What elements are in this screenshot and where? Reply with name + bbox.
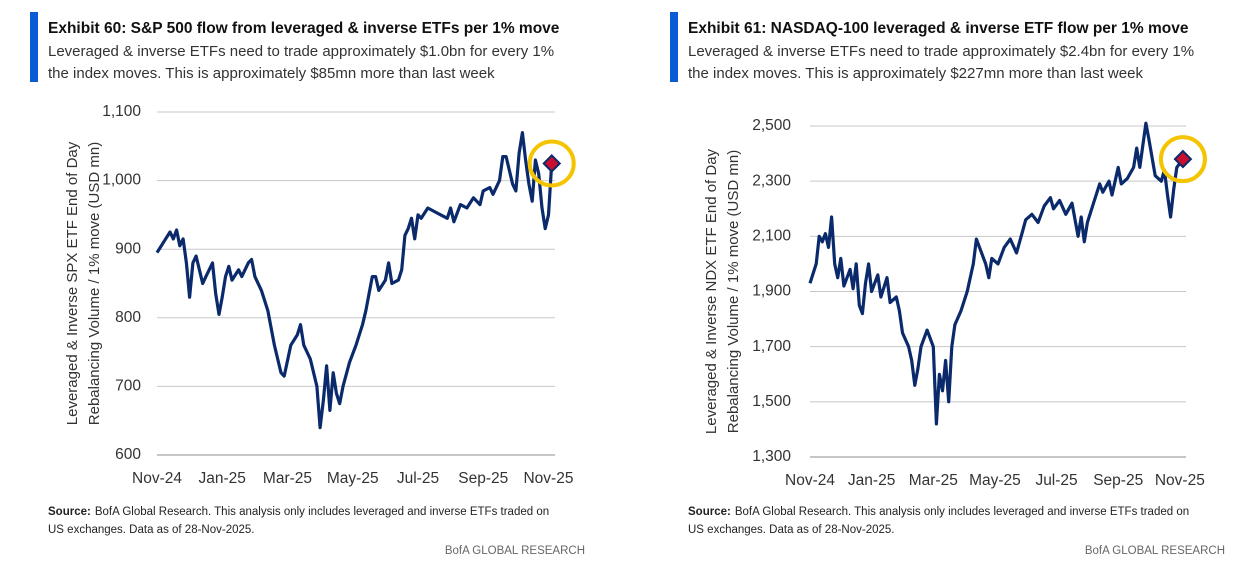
title-accent-bar [670, 12, 678, 82]
y-tick-label: 600 [115, 446, 141, 463]
y-axis-label: Rebalancing Volume / 1% move (USD mn) [86, 142, 103, 425]
source-note: Source: BofA Global Research. This analys… [688, 506, 1189, 518]
y-axis-label: Rebalancing Volume / 1% move (USD mn) [725, 150, 742, 433]
x-tick-label: Jul-25 [1035, 472, 1077, 489]
highlight-ring [1158, 135, 1207, 184]
y-tick-label: 800 [115, 309, 141, 326]
source-note: US exchanges. Data as of 28-Nov-2025. [688, 524, 894, 536]
y-tick-label: 2,300 [752, 172, 791, 189]
chart-title: Exhibit 60: S&P 500 flow from leveraged … [48, 20, 560, 37]
chart-subtitle: the index moves. This is approximately $… [48, 65, 495, 82]
chart-subtitle: the index moves. This is approximately $… [688, 65, 1143, 82]
x-tick-label: Nov-24 [785, 472, 835, 489]
footer-brand: BofA GLOBAL RESEARCH [445, 545, 585, 557]
y-tick-label: 1,900 [752, 283, 791, 300]
y-tick-label: 1,300 [752, 448, 791, 465]
footer-brand: BofA GLOBAL RESEARCH [1085, 545, 1225, 557]
x-tick-label: Sep-25 [458, 470, 508, 487]
x-tick-label: Mar-25 [909, 472, 958, 489]
x-tick-label: Jan-25 [848, 472, 895, 489]
last-value-marker [1173, 149, 1193, 169]
y-tick-label: 900 [115, 240, 141, 257]
source-note: US exchanges. Data as of 28-Nov-2025. [48, 524, 254, 536]
y-tick-label: 1,100 [102, 103, 141, 120]
chart-subtitle: Leveraged & inverse ETFs need to trade a… [48, 43, 554, 60]
chart-title: Exhibit 61: NASDAQ-100 leveraged & inver… [688, 20, 1189, 37]
title-accent-bar [30, 12, 38, 82]
data-line [808, 121, 1185, 426]
source-label: Source: [688, 506, 731, 518]
x-tick-label: Mar-25 [263, 470, 312, 487]
x-tick-label: May-25 [969, 472, 1021, 489]
x-tick-label: May-25 [327, 470, 379, 487]
chart-subtitle: Leveraged & inverse ETFs need to trade a… [688, 43, 1194, 60]
source-note: Source: BofA Global Research. This analys… [48, 506, 549, 518]
y-tick-label: 1,700 [752, 338, 791, 355]
y-tick-label: 700 [115, 377, 141, 394]
y-tick-label: 2,500 [752, 117, 791, 134]
y-tick-label: 1,000 [102, 172, 141, 189]
source-label: Source: [48, 506, 91, 518]
x-tick-label: Nov-25 [523, 470, 573, 487]
y-axis-label: Leveraged & Inverse SPX ETF End of Day [64, 141, 81, 425]
highlight-ring [527, 139, 576, 188]
x-tick-label: Nov-25 [1155, 472, 1205, 489]
y-tick-label: 1,500 [752, 393, 791, 410]
data-line [155, 131, 554, 430]
source-text: BofA Global Research. This analysis only… [95, 506, 549, 518]
x-tick-label: Jan-25 [199, 470, 246, 487]
x-tick-label: Jul-25 [397, 470, 439, 487]
y-tick-label: 2,100 [752, 227, 791, 244]
source-text: BofA Global Research. This analysis only… [735, 506, 1189, 518]
last-value-marker [542, 154, 562, 173]
x-tick-label: Sep-25 [1093, 472, 1143, 489]
x-tick-label: Nov-24 [132, 470, 182, 487]
y-axis-label: Leveraged & Inverse NDX ETF End of Day [703, 148, 720, 434]
